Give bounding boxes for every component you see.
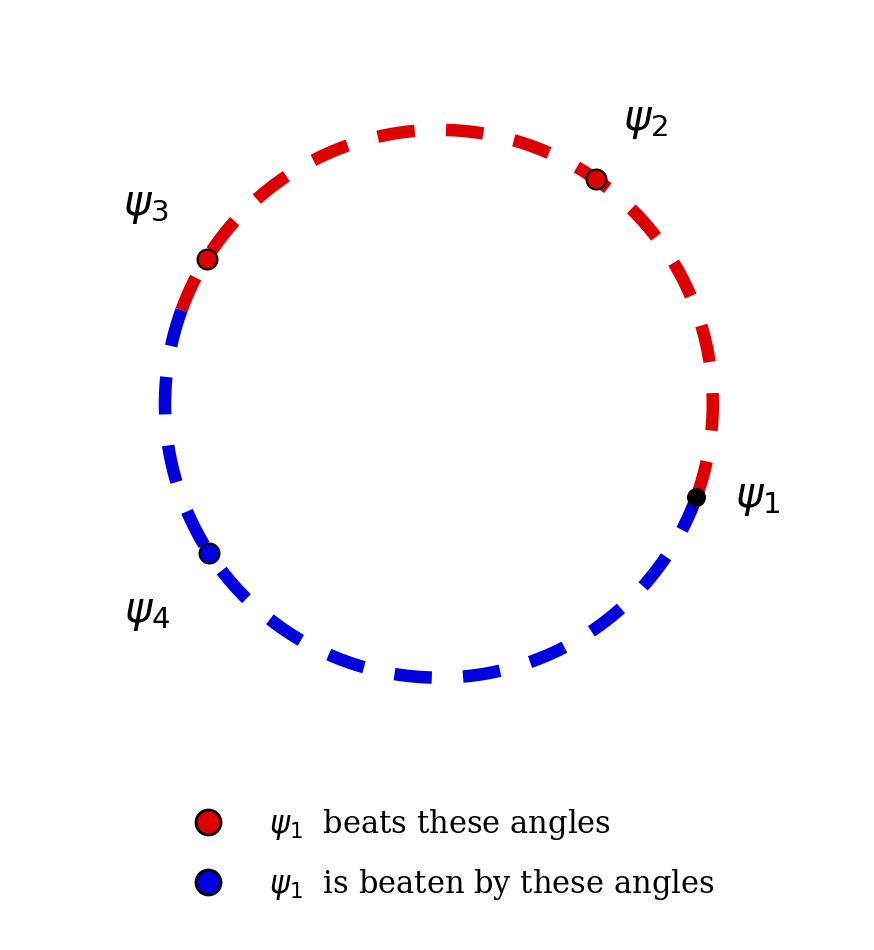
Text: $\psi_2$: $\psi_2$ [623,99,669,141]
Legend: $\psi_1$  beats these angles, $\psi_1$  is beaten by these angles: $\psi_1$ beats these angles, $\psi_1$ is… [165,795,726,914]
Point [589,172,603,187]
Point [199,251,213,266]
Point [202,545,216,560]
Point [690,490,704,505]
Point [199,251,213,266]
Point [589,172,603,187]
Point [202,545,216,560]
Text: $\psi_4$: $\psi_4$ [124,591,170,634]
Text: $\psi_1$: $\psi_1$ [735,477,780,519]
Text: $\psi_3$: $\psi_3$ [122,183,169,226]
